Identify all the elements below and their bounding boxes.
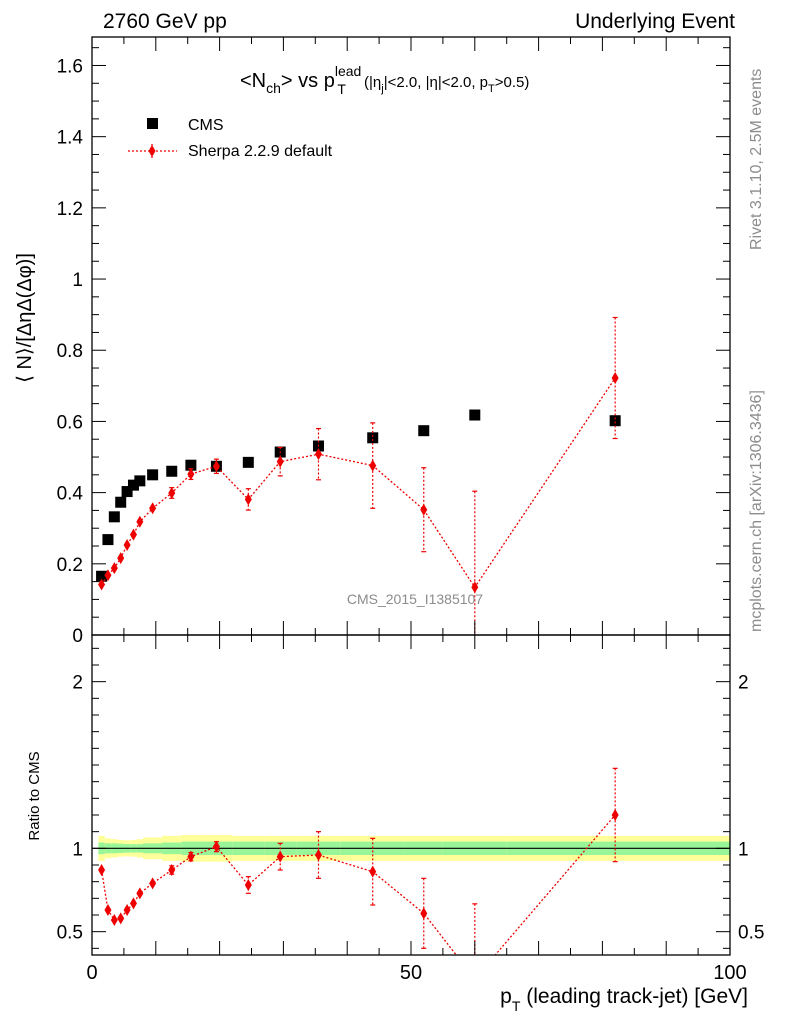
cms-point: [367, 432, 379, 444]
legend-label-sherpa: Sherpa 2.2.9 default: [188, 143, 333, 160]
cms-point: [609, 415, 621, 427]
cms-point: [121, 486, 133, 498]
cms-point: [418, 425, 430, 437]
sherpa-ratio-point: [110, 914, 118, 926]
main-plot-marks: [96, 316, 621, 635]
ratio-xtick-label: 100: [713, 962, 746, 984]
main-ytick-label: 1.2: [57, 199, 83, 220]
sherpa-point: [168, 486, 176, 499]
sherpa-ratio-point: [420, 907, 428, 920]
sherpa-point: [129, 528, 137, 541]
sherpa-ratio-point: [98, 864, 106, 876]
sherpa-ratio-point: [168, 864, 176, 876]
sherpa-ratio-point: [123, 904, 131, 916]
sherpa-point: [276, 455, 284, 468]
sherpa-ratio-point: [187, 850, 195, 863]
sherpa-ratio-point: [212, 840, 220, 853]
main-ytick-label: 0.8: [57, 341, 83, 362]
sherpa-ratio-point: [136, 887, 144, 900]
sherpa-point: [110, 562, 118, 575]
ratio-ytick-label: 1: [72, 839, 83, 860]
xlabel: pT (leading track-jet) [GeV]: [500, 985, 748, 1014]
sherpa-point: [314, 448, 322, 461]
ratio-ytick-label-right: 1: [738, 839, 749, 860]
ratio-xtick-label: 50: [400, 962, 422, 984]
ratio-frame: [91, 634, 731, 956]
cms-point: [134, 475, 146, 487]
cms-point: [127, 479, 139, 491]
sherpa-ratio-point: [611, 809, 619, 821]
ratio-uncertainty-bands: [92, 835, 730, 862]
legend-marker-cms: [147, 118, 158, 129]
cms-point: [185, 459, 197, 471]
sherpa-ratio-point: [276, 850, 284, 863]
sherpa-point: [187, 468, 195, 481]
ratio-ytick-label-right: 0.5: [738, 923, 764, 944]
plot-title: <Nch> vs plead T (|ηj|<2.0, |η|<2.0, pT>0…: [240, 63, 529, 97]
sherpa-point: [149, 502, 157, 515]
cms-point: [115, 496, 127, 508]
main-ylabel-visible: ⟨ N⟩/[ΔηΔ(Δφ)]: [14, 253, 36, 383]
analysis-watermark: CMS_2015_I1385107: [347, 591, 483, 607]
main-ytick-label: 1.6: [57, 56, 83, 77]
ratio-plot-marks: [98, 767, 619, 985]
cms-point: [166, 465, 178, 477]
cms-point: [242, 456, 254, 468]
sherpa-line: [101, 377, 616, 589]
main-ytick-label: 0.6: [57, 412, 83, 433]
sherpa-point: [369, 459, 377, 472]
main-ytick-label: 1: [72, 270, 83, 291]
sherpa-point: [611, 372, 619, 385]
ratio-ytick-label: 0.5: [57, 923, 83, 944]
sherpa-point: [136, 515, 144, 528]
sherpa-point: [117, 552, 125, 565]
main-ytick-label: 0.4: [57, 484, 84, 505]
sherpa-ratio-point: [314, 849, 322, 861]
sherpa-ratio-point: [104, 904, 112, 916]
cms-point: [108, 511, 120, 523]
sherpa-ratio-point: [369, 865, 377, 878]
sherpa-ratio-point: [149, 877, 157, 890]
sherpa-point: [244, 493, 252, 506]
sherpa-point: [420, 503, 428, 516]
ratio-ylabel: Ratio to CMS: [26, 751, 43, 840]
mcplots-label: mcplots.cern.ch [arXiv:1306.3436]: [748, 390, 765, 632]
ratio-ytick-label-right: 2: [738, 673, 749, 694]
legend-marker-sherpa: [148, 145, 156, 157]
cms-point: [147, 469, 159, 481]
cms-point: [102, 534, 114, 546]
main-ytick-label: 0: [72, 626, 83, 647]
main-ytick-label: 0.2: [57, 555, 83, 576]
rivet-label: Rivet 3.1.10, 2.5M events: [748, 69, 765, 250]
sherpa-ratio-point: [244, 879, 252, 891]
cms-point: [96, 570, 108, 582]
sherpa-ratio-point: [129, 897, 137, 910]
legend-label-cms: CMS: [188, 117, 224, 134]
sherpa-ratio-point: [471, 973, 478, 985]
sherpa-point: [471, 581, 479, 594]
sherpa-point: [98, 578, 106, 591]
ratio-ytick-label: 2: [72, 673, 83, 694]
sherpa-ratio-point: [117, 912, 125, 925]
sherpa-point: [123, 538, 131, 551]
header-left: 2760 GeV pp: [103, 10, 227, 33]
sherpa-point: [212, 460, 220, 473]
legend: CMS Sherpa 2.2.9 default: [128, 117, 333, 160]
axes: 0 0.2 0.4 0.6 0.8 1 1.2 1.4 1.6 0 50 100 0.5 0.5 1 1 2 2: [57, 36, 764, 984]
sherpa-point: [104, 569, 112, 582]
header-right: Underlying Event: [575, 10, 735, 33]
ratio-xtick-label: 0: [86, 962, 97, 984]
main-ytick-label: 1.4: [57, 128, 84, 149]
cms-point: [469, 409, 481, 421]
